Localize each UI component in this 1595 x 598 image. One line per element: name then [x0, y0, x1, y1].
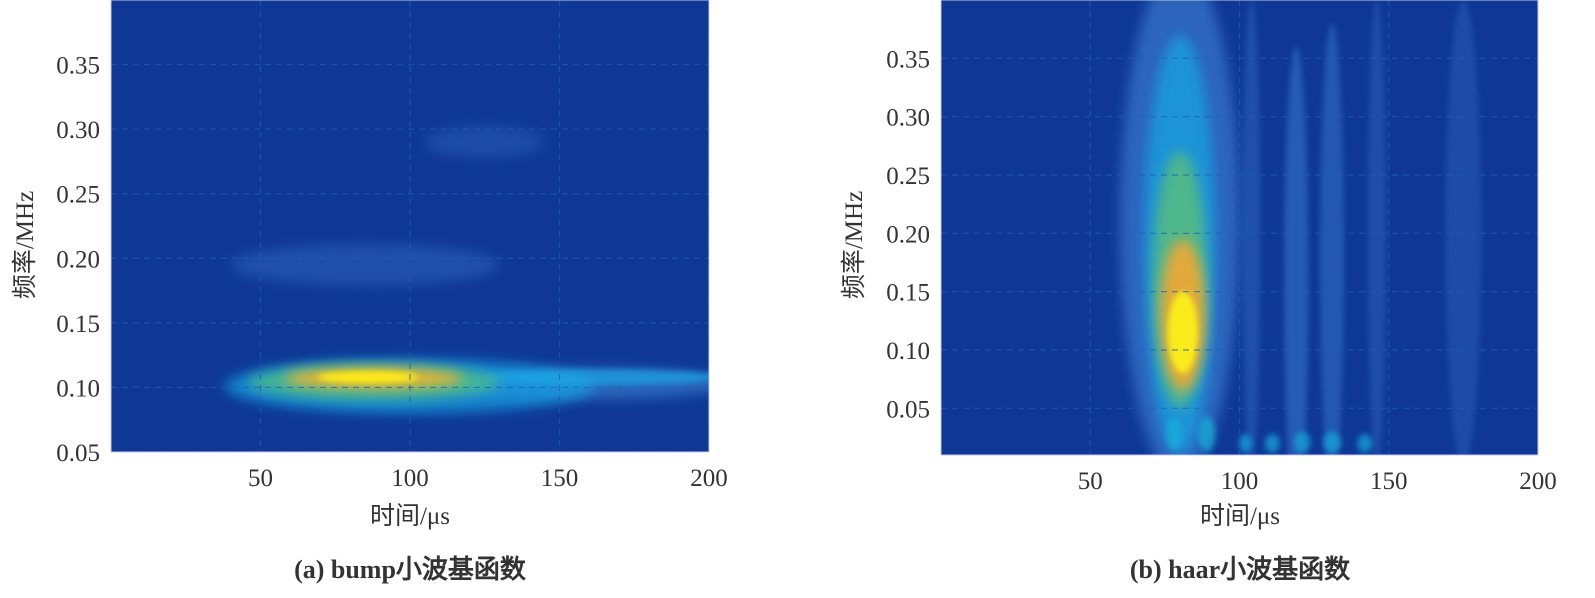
- panel-a: (a) bump小波基函数 时间/μs 频率/MHz: [11, 191, 527, 584]
- y-tick-label: 0.05: [56, 440, 100, 467]
- heatmap-feature: [1166, 417, 1182, 451]
- heatmap-feature: [1367, 0, 1386, 455]
- x-axis-label-a: 时间/μs: [370, 502, 450, 530]
- heatmap-feature: [317, 371, 419, 383]
- heatmap-feature: [1167, 291, 1198, 374]
- plot-frame: [110, 0, 710, 453]
- y-tick-label: 0.25: [886, 163, 930, 190]
- x-axis-label-b: 时间/μs: [1200, 502, 1280, 530]
- heatmap-feature: [424, 126, 545, 158]
- panel-b: (b) haar小波基函数 时间/μs 频率/MHz: [840, 191, 1351, 584]
- y-tick-label: 0.10: [886, 338, 930, 365]
- x-tick-label: 150: [541, 465, 579, 492]
- x-tick-label: 150: [1370, 468, 1408, 495]
- y-axis-label-a: 频率/MHz: [11, 191, 39, 299]
- heatmap-feature: [230, 244, 500, 286]
- caption-b: (b) haar小波基函数: [1130, 555, 1351, 584]
- heatmap-feature: [1238, 434, 1253, 453]
- y-tick-label: 0.30: [886, 105, 930, 132]
- y-tick-label: 0.20: [886, 221, 930, 248]
- x-tick-label: 100: [391, 465, 429, 492]
- heatmap-0: [111, 0, 709, 452]
- heatmap-feature: [1293, 431, 1311, 453]
- caption-a: (a) bump小波基函数: [294, 555, 527, 584]
- heatmap-feature: [1357, 434, 1373, 453]
- x-tick-label: 50: [248, 465, 273, 492]
- heatmap-feature: [1264, 434, 1280, 453]
- heatmap-feature: [1445, 0, 1482, 455]
- y-tick-label: 0.25: [56, 182, 100, 209]
- y-tick-label: 0.20: [56, 246, 100, 273]
- y-tick-label: 0.15: [886, 280, 930, 307]
- x-tick-label: 50: [1078, 468, 1103, 495]
- heatmap-1: [941, 0, 1538, 455]
- x-tick-label: 100: [1221, 468, 1259, 495]
- y-tick-label: 0.05: [886, 396, 930, 423]
- x-tick-label: 200: [1519, 468, 1557, 495]
- heatmap-feature: [1323, 431, 1341, 453]
- y-tick-label: 0.35: [56, 53, 100, 80]
- x-tick-label: 200: [690, 465, 728, 492]
- y-tick-label: 0.10: [56, 375, 100, 402]
- y-tick-label: 0.15: [56, 311, 100, 338]
- heatmap-feature: [1284, 46, 1309, 455]
- heatmap-feature: [1198, 416, 1216, 452]
- heatmap-feature: [1242, 0, 1261, 455]
- y-tick-label: 0.30: [56, 117, 100, 144]
- y-axis-label-b: 频率/MHz: [840, 191, 868, 299]
- y-tick-label: 0.35: [886, 46, 930, 73]
- heatmap-feature: [1320, 23, 1344, 455]
- plot-frame: [940, 0, 1539, 456]
- heatmap-feature: [484, 369, 709, 385]
